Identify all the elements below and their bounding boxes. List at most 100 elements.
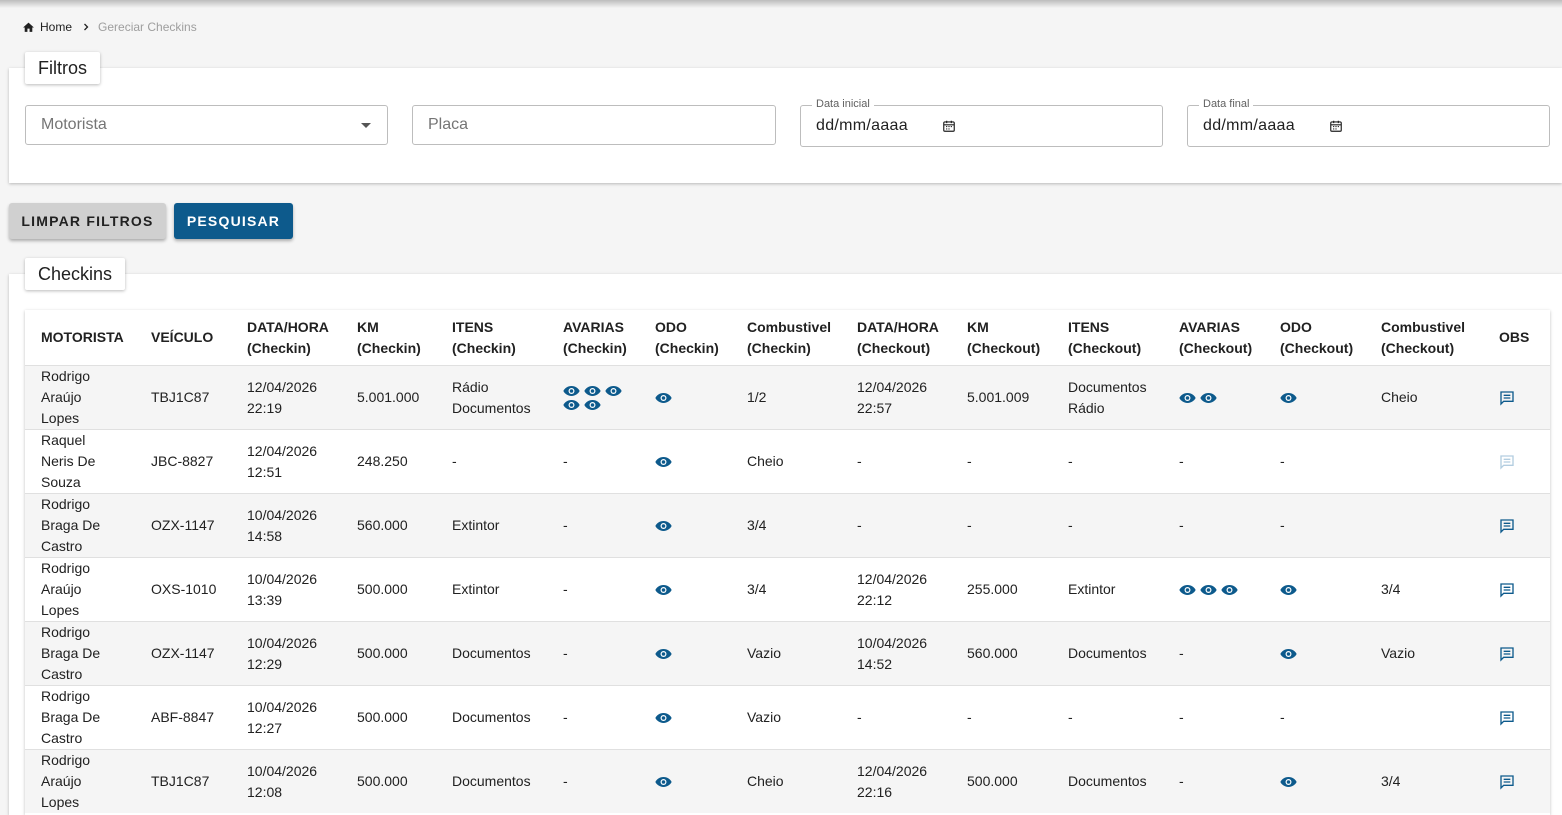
cell-line: Documentos	[452, 709, 531, 725]
eye-icon[interactable]	[1280, 776, 1297, 788]
cell-checkout-avarias: -	[1179, 773, 1184, 789]
cell-checkout-data: -	[841, 686, 951, 750]
cell-checkin-itens: Documentos	[436, 686, 547, 750]
column-header-title: AVARIAS	[1179, 318, 1240, 335]
cell-motorista: Rodrigo Araújo Lopes	[25, 558, 135, 622]
table-row[interactable]: Rodrigo Braga De Castro OZX-1147 10/04/2026 1…	[25, 621, 1550, 686]
data-inicial-value: dd/mm/aaaa	[816, 117, 908, 134]
cell-checkin-km: 500.000	[357, 645, 408, 661]
column-header-title: OBS	[1499, 329, 1530, 345]
table-row[interactable]: Rodrigo Braga De Castro OZX-1147 10/04/2026 1…	[25, 493, 1550, 558]
cell-checkout-odo: -	[1280, 517, 1285, 533]
eye-icon[interactable]	[655, 520, 672, 532]
placa-input[interactable]: Placa	[412, 105, 776, 145]
comment-icon[interactable]	[1499, 454, 1515, 470]
search-button[interactable]: PESQUISAR	[174, 203, 293, 239]
eye-icon[interactable]	[655, 456, 672, 468]
eye-icon[interactable]	[605, 385, 622, 397]
eye-icon[interactable]	[584, 399, 601, 411]
cell-obs	[1483, 494, 1550, 558]
eye-icon[interactable]	[655, 584, 672, 596]
eye-icon[interactable]	[655, 712, 672, 724]
column-header: DATA/HORA (Checkout)	[841, 310, 951, 366]
cell-checkin-km: 5.001.000	[357, 389, 420, 405]
eye-icon[interactable]	[1221, 584, 1238, 596]
breadcrumb-home-link[interactable]: Home	[40, 20, 73, 34]
comment-icon[interactable]	[1499, 646, 1515, 662]
column-header: MOTORISTA	[25, 310, 135, 366]
eye-icon[interactable]	[1280, 648, 1297, 660]
table-row[interactable]: Rodrigo Araújo Lopes OXS-1010 10/04/2026 13:3…	[25, 557, 1550, 622]
cell-checkout-itens: Extintor	[1052, 558, 1163, 622]
cell-checkin-comb: Cheio	[747, 453, 784, 469]
eye-icon[interactable]	[1280, 584, 1297, 596]
eye-icon[interactable]	[1200, 584, 1217, 596]
column-header-subtitle: (Checkin)	[563, 339, 627, 356]
data-final-label: Data final	[1199, 98, 1254, 110]
cell-line: Rodrigo	[41, 688, 91, 704]
cell-line: 12/04/2026	[247, 442, 318, 459]
cell-line: 10/04/2026	[247, 762, 318, 779]
cell-line: -	[857, 517, 862, 533]
eye-icon[interactable]	[655, 648, 672, 660]
cell-checkin-data: 12/04/2026 12:51	[231, 430, 341, 494]
cell-checkin-data: 10/04/2026 12:29	[231, 622, 341, 686]
breadcrumb-current: Gereciar Checkins	[98, 20, 197, 34]
comment-icon[interactable]	[1499, 774, 1515, 790]
cell-veiculo: TBJ1C87	[151, 773, 210, 789]
calendar-icon[interactable]	[942, 119, 956, 133]
table-row[interactable]: Rodrigo Braga De Castro ABF-8847 10/04/2026 1…	[25, 685, 1550, 750]
cell-line: Braga De	[41, 709, 101, 725]
cell-checkout-comb: 3/4	[1381, 773, 1401, 789]
eye-icon[interactable]	[1179, 392, 1196, 404]
cell-checkout-itens: Documentos Rádio	[1052, 366, 1163, 430]
comment-icon[interactable]	[1499, 518, 1515, 534]
eye-icon[interactable]	[563, 399, 580, 411]
cell-checkout-avarias: -	[1179, 709, 1184, 725]
comment-icon[interactable]	[1499, 582, 1515, 598]
eye-icon[interactable]	[1179, 584, 1196, 596]
column-header-title: ODO	[655, 318, 687, 335]
eye-icon-group	[1280, 648, 1346, 660]
cell-checkin-km: 500.000	[357, 581, 408, 597]
data-inicial-field[interactable]: Data inicial dd/mm/aaaa	[800, 98, 1163, 147]
eye-icon[interactable]	[655, 392, 672, 404]
filters-title: Filtros	[25, 52, 100, 84]
table-row[interactable]: Rodrigo Araújo Lopes TBJ1C87 12/04/2026 22:19…	[25, 365, 1550, 430]
table-row[interactable]: Raquel Neris De Souza JBC-8827 12/04/2026 12:…	[25, 429, 1550, 494]
eye-icon[interactable]	[1200, 392, 1217, 404]
cell-line: Raquel	[41, 432, 86, 448]
eye-icon-group	[655, 584, 721, 596]
home-icon[interactable]	[22, 21, 35, 34]
column-header-title: DATA/HORA	[857, 318, 939, 335]
column-header: Combustivel (Checkout)	[1365, 310, 1483, 366]
cell-line: Extintor	[452, 517, 500, 533]
cell-motorista: Rodrigo Braga De Castro	[25, 622, 135, 686]
cell-checkout-km: 560.000	[967, 645, 1018, 661]
clear-filters-button[interactable]: LIMPAR FILTROS	[9, 203, 166, 239]
comment-icon[interactable]	[1499, 710, 1515, 726]
cell-motorista: Rodrigo Araújo Lopes	[25, 366, 135, 430]
cell-line: Araújo	[41, 773, 82, 789]
cell-checkin-itens: Extintor	[436, 494, 547, 558]
calendar-icon[interactable]	[1329, 119, 1343, 133]
cell-line: 12:51	[247, 463, 283, 480]
column-header-subtitle: (Checkout)	[1068, 339, 1142, 356]
motorista-select[interactable]: Motorista	[25, 105, 388, 145]
eye-icon[interactable]	[584, 385, 601, 397]
breadcrumb: Home Gereciar Checkins	[22, 19, 197, 35]
eye-icon[interactable]	[563, 385, 580, 397]
data-final-field[interactable]: Data final dd/mm/aaaa	[1187, 98, 1550, 147]
eye-icon[interactable]	[1280, 392, 1297, 404]
cell-line: Extintor	[1068, 581, 1116, 597]
cell-line: Documentos	[452, 399, 531, 416]
cell-checkin-km: 500.000	[357, 773, 408, 789]
table-row[interactable]: Rodrigo Araújo Lopes TBJ1C87 10/04/2026 12:08…	[25, 749, 1550, 813]
comment-icon[interactable]	[1499, 390, 1515, 406]
cell-line: 14:52	[857, 655, 893, 672]
eye-icon[interactable]	[655, 776, 672, 788]
column-header: ODO (Checkin)	[639, 310, 731, 366]
cell-line: Rádio	[452, 378, 489, 395]
column-header: ITENS (Checkin)	[436, 310, 547, 366]
eye-icon-group	[563, 385, 629, 411]
